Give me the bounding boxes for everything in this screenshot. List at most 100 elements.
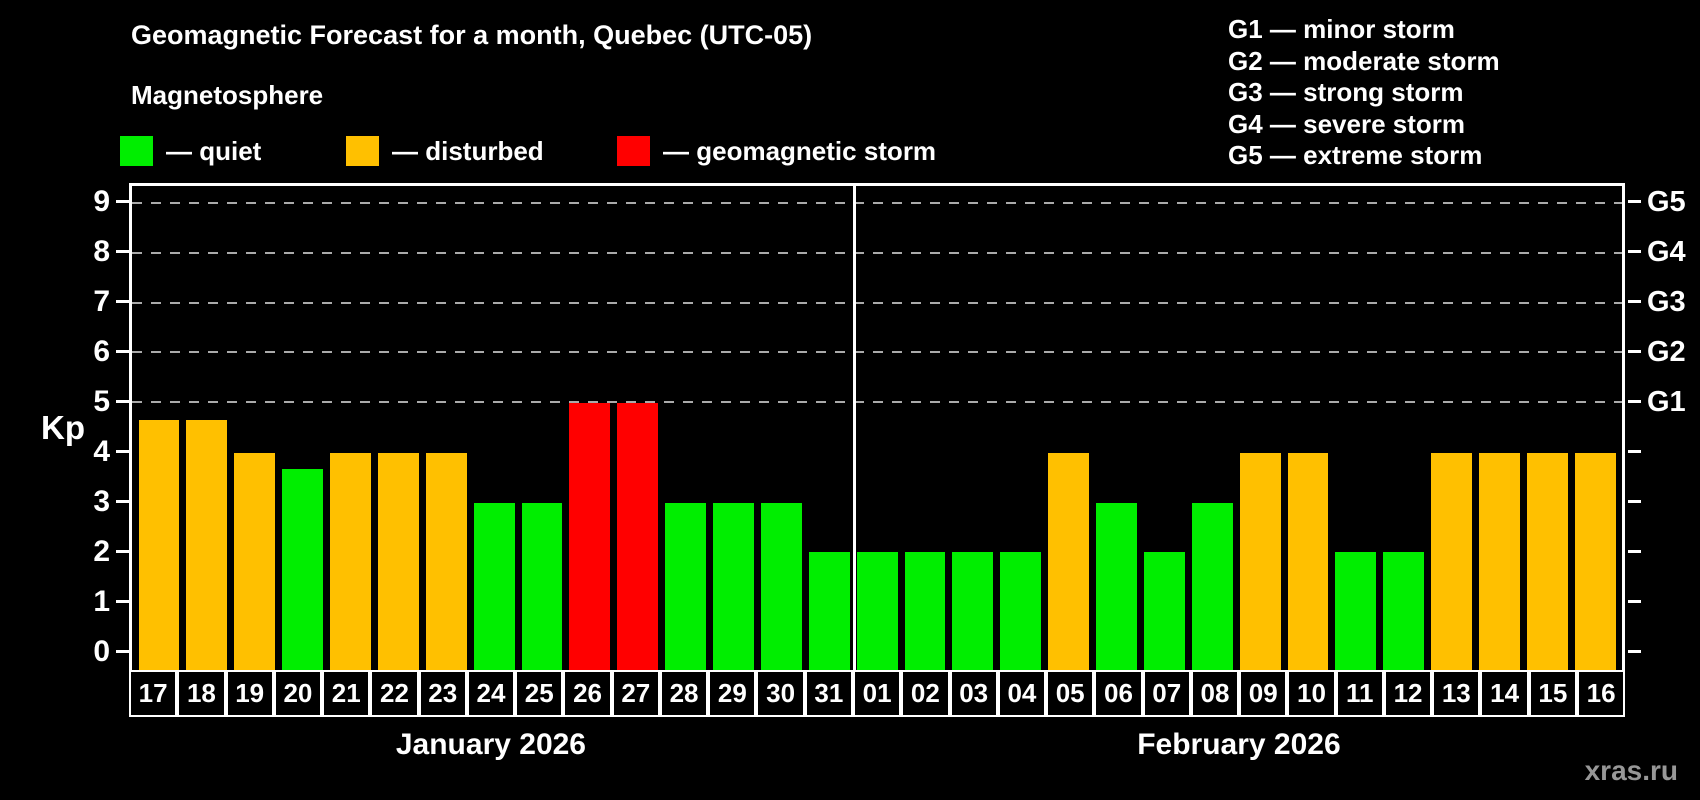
date-cell-15: 15 [1528,670,1577,717]
y-tick-label-6: 6 [93,334,110,368]
g-scale-label-G2: G2 [1647,335,1686,368]
date-cell-25: 25 [515,670,564,717]
date-cell-18: 18 [177,670,226,717]
date-cell-11: 11 [1335,670,1384,717]
date-cell-03: 03 [949,670,998,717]
date-cell-12: 12 [1383,670,1433,717]
kp-bar-11 [1335,552,1377,670]
left-y-tick [116,450,129,453]
legend-item-quiet: — quiet [120,135,261,167]
left-y-tick [116,300,129,303]
kp-bar-24 [473,502,515,670]
bar-cell [1236,186,1284,670]
date-cell-06: 06 [1094,670,1143,717]
bar-cell [135,186,183,670]
y-tick-label-0: 0 [93,634,110,668]
page-title: Geomagnetic Forecast for a month, Quebec… [131,20,813,50]
kp-bar-28 [665,502,706,670]
g-scale-label-G4: G4 [1647,235,1686,268]
g5-legend-line: G5 — extreme storm [1228,140,1483,171]
date-cell-27: 27 [611,670,660,717]
g4-legend-line: G4 — severe storm [1228,108,1466,139]
kp-bar-25 [521,502,563,670]
y-tick-label-3: 3 [93,484,110,518]
kp-bar-12 [1383,552,1425,670]
date-cell-17: 17 [129,670,178,717]
legend-label-storm: — geomagnetic storm [663,135,937,166]
right-y-tick [1628,450,1641,453]
right-y-tick [1628,600,1641,603]
storm-color-swatch [617,136,650,166]
date-cell-14: 14 [1480,670,1529,717]
right-y-tick [1628,300,1641,303]
kp-bar-02 [904,552,946,670]
magnetosphere-subtitle: Magnetosphere [131,80,324,110]
bar-cell [279,186,327,670]
gridline-kp5 [132,401,1622,404]
kp-bar-04 [1000,552,1042,670]
bar-cell [327,186,375,670]
bar-cell [1332,186,1380,670]
bar-cell [1140,186,1188,670]
g3-legend-line: G3 — strong storm [1228,77,1464,108]
bar-cell [757,186,805,670]
left-y-tick [116,200,129,203]
bar-cell [1523,186,1571,670]
month-label-february: February 2026 [1137,728,1341,761]
right-y-tick [1628,200,1641,203]
kp-bar-30 [760,502,802,670]
kp-bar-10 [1287,452,1329,670]
bar-cell [901,186,949,670]
bar-cell [949,186,997,670]
bar-cell [518,186,566,670]
kp-bar-21 [330,452,371,670]
kp-bar-13 [1431,452,1472,670]
left-y-tick [116,400,129,403]
kp-bar-23 [425,452,467,670]
bar-cell [1093,186,1141,670]
y-tick-label-4: 4 [93,434,110,468]
legend-item-disturbed: — disturbed [346,135,544,167]
g2-legend-line: G2 — moderate storm [1228,45,1500,76]
disturbed-color-swatch [346,136,379,166]
y-tick-label-1: 1 [93,584,110,618]
date-cell-01: 01 [852,670,902,717]
left-y-tick [116,350,129,353]
kp-bar-14 [1479,452,1520,670]
date-axis-row: 17 18 19 20 21 22 23 24 25 26 27 28 29 30 31 01 02 03 04 05… [129,670,1626,717]
month-divider [852,186,856,670]
bar-cell [710,186,758,670]
date-cell-19: 19 [225,670,274,717]
right-y-tick [1628,650,1641,653]
bars-row [132,186,1622,670]
right-y-tick [1628,350,1641,353]
date-cell-08: 08 [1190,670,1240,717]
right-y-tick [1628,500,1641,503]
bar-cell [662,186,710,670]
bar-cell [805,186,853,670]
kp-bar-22 [377,452,419,670]
kp-bar-17 [138,419,180,670]
bar-cell [614,186,662,670]
bar-cell [1045,186,1093,670]
gridline-kp9 [132,202,1622,205]
g-scale-legend: G1 — minor storm G2 — moderate storm G3 … [1228,14,1500,172]
month-label-january: January 2026 [395,728,586,761]
bar-cell [231,186,279,670]
kp-bar-15 [1526,452,1568,670]
date-cell-09: 09 [1239,670,1288,717]
g1-legend-line: G1 — minor storm [1228,14,1455,44]
left-y-tick [116,600,129,603]
bar-cell [422,186,470,670]
watermark: xras.ru [1584,755,1678,786]
y-tick-label-7: 7 [93,284,110,318]
g-scale-label-G5: G5 [1647,185,1686,218]
date-cell-23: 23 [418,670,467,717]
kp-bar-20 [282,469,323,670]
kp-bar-26 [569,403,611,670]
right-y-tick [1628,550,1641,553]
kp-bar-19 [234,452,276,670]
g-scale-label-G3: G3 [1647,285,1686,318]
kp-bar-09 [1239,452,1281,670]
